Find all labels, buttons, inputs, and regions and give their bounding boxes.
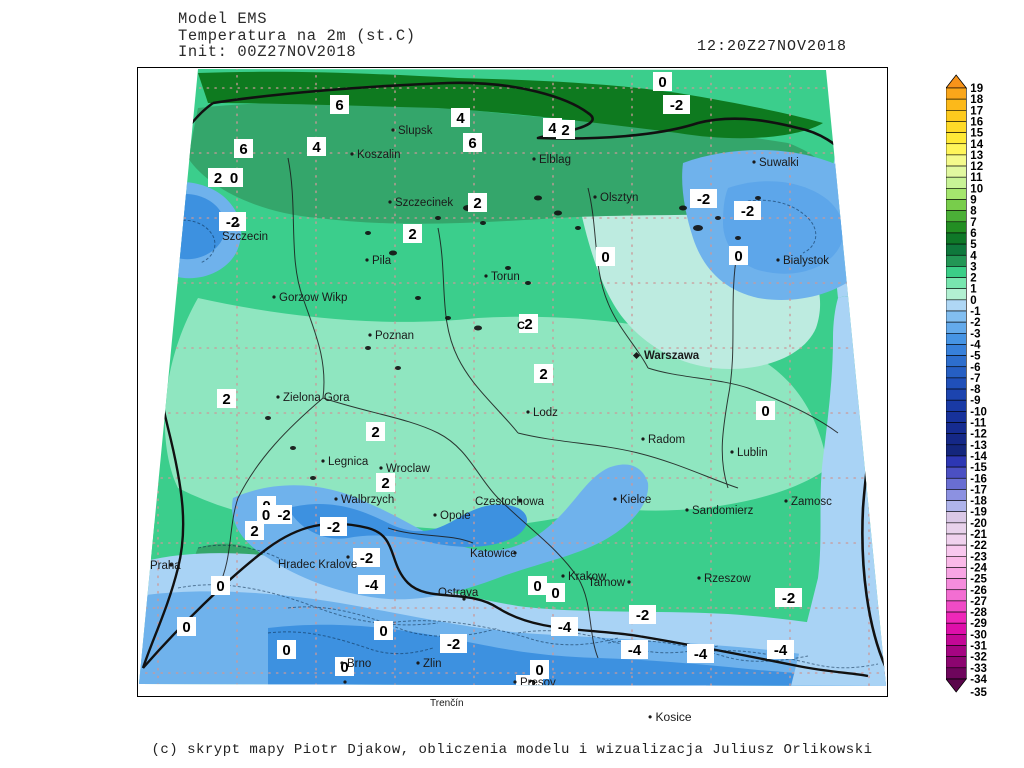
svg-text:-2: -2: [226, 214, 239, 231]
svg-text:Bialystok: Bialystok: [783, 255, 829, 267]
svg-text:-4: -4: [774, 642, 788, 659]
svg-text:Radom: Radom: [648, 434, 685, 446]
svg-text:-34: -34: [970, 674, 987, 686]
svg-text:0: 0: [230, 170, 238, 187]
svg-text:0: 0: [658, 74, 666, 91]
svg-text:-4: -4: [365, 577, 379, 594]
svg-text:2: 2: [250, 523, 258, 540]
svg-text:Warszawa: Warszawa: [644, 350, 700, 362]
svg-text:Koszalin: Koszalin: [357, 149, 400, 161]
svg-text:Torun: Torun: [491, 271, 520, 283]
svg-text:0: 0: [761, 403, 769, 420]
svg-text:C: C: [517, 320, 525, 332]
svg-text:Legnica: Legnica: [328, 456, 369, 468]
svg-text:-35: -35: [970, 687, 987, 699]
svg-text:Zamosc: Zamosc: [791, 496, 832, 508]
svg-text:4: 4: [456, 110, 465, 127]
svg-text:6: 6: [335, 97, 343, 114]
svg-text:Wroclaw: Wroclaw: [386, 463, 431, 475]
svg-text:-2: -2: [636, 607, 649, 624]
svg-text:Hradec Kralove: Hradec Kralove: [278, 559, 357, 571]
svg-text:Slupsk: Slupsk: [398, 125, 433, 137]
svg-text:Lodz: Lodz: [533, 407, 558, 419]
svg-text:Praha: Praha: [150, 560, 181, 572]
svg-text:Pila: Pila: [372, 255, 392, 267]
svg-text:2: 2: [473, 195, 481, 212]
svg-text:Ostrava: Ostrava: [438, 587, 479, 599]
svg-text:-2: -2: [670, 97, 683, 114]
svg-text:0: 0: [379, 623, 387, 640]
svg-text:Zlin: Zlin: [423, 658, 442, 670]
svg-text:Zielona Gora: Zielona Gora: [283, 392, 350, 404]
svg-text:Walbrzych: Walbrzych: [341, 494, 394, 506]
svg-text:Szczecinek: Szczecinek: [395, 197, 453, 209]
svg-text:0: 0: [734, 248, 742, 265]
svg-text:Presov: Presov: [520, 677, 556, 689]
svg-text:Czestochowa: Czestochowa: [475, 496, 545, 508]
svg-text:2: 2: [539, 366, 547, 383]
svg-text:0: 0: [182, 619, 190, 636]
svg-text:0: 0: [601, 249, 609, 266]
svg-text:-2: -2: [782, 590, 795, 607]
svg-text:2: 2: [561, 122, 569, 139]
svg-text:-4: -4: [558, 619, 572, 636]
svg-text:2: 2: [524, 316, 532, 333]
svg-text:0: 0: [551, 585, 559, 602]
svg-text:-4: -4: [628, 642, 642, 659]
svg-text:6: 6: [468, 135, 476, 152]
svg-text:4: 4: [548, 120, 557, 137]
svg-text:Tarnow: Tarnow: [588, 577, 626, 589]
svg-text:Suwalki: Suwalki: [759, 157, 799, 169]
svg-text:Gorzow Wikp: Gorzow Wikp: [279, 292, 347, 304]
svg-text:Olsztyn: Olsztyn: [600, 192, 638, 204]
svg-text:Opole: Opole: [440, 510, 471, 522]
svg-text:Brno: Brno: [347, 658, 371, 670]
svg-text:2: 2: [381, 475, 389, 492]
svg-text:Sandomierz: Sandomierz: [692, 505, 754, 517]
svg-text:6: 6: [239, 141, 247, 158]
svg-text:Rzeszow: Rzeszow: [704, 573, 751, 585]
svg-text:-2: -2: [277, 507, 290, 524]
svg-text:Katowice: Katowice: [470, 548, 517, 560]
svg-text:Poprad: Poprad: [328, 686, 365, 697]
svg-text:Szczecin: Szczecin: [222, 231, 268, 243]
svg-text:0: 0: [282, 642, 290, 659]
svg-text:2: 2: [214, 170, 222, 187]
svg-text:Poznan: Poznan: [375, 330, 414, 342]
svg-text:2: 2: [371, 424, 379, 441]
svg-text:Elblag: Elblag: [539, 154, 571, 166]
svg-text:Lublin: Lublin: [737, 447, 768, 459]
svg-text:Kielce: Kielce: [620, 494, 651, 506]
svg-text:2: 2: [222, 391, 230, 408]
svg-text:-2: -2: [327, 519, 340, 536]
svg-text:-2: -2: [360, 550, 373, 567]
svg-text:-2: -2: [447, 636, 460, 653]
svg-text:0: 0: [216, 578, 224, 595]
svg-text:4: 4: [312, 139, 321, 156]
svg-text:-2: -2: [741, 203, 754, 220]
svg-text:-4: -4: [694, 646, 708, 663]
svg-text:2: 2: [408, 226, 416, 243]
svg-text:-2: -2: [697, 191, 710, 208]
svg-text:0: 0: [533, 578, 541, 595]
